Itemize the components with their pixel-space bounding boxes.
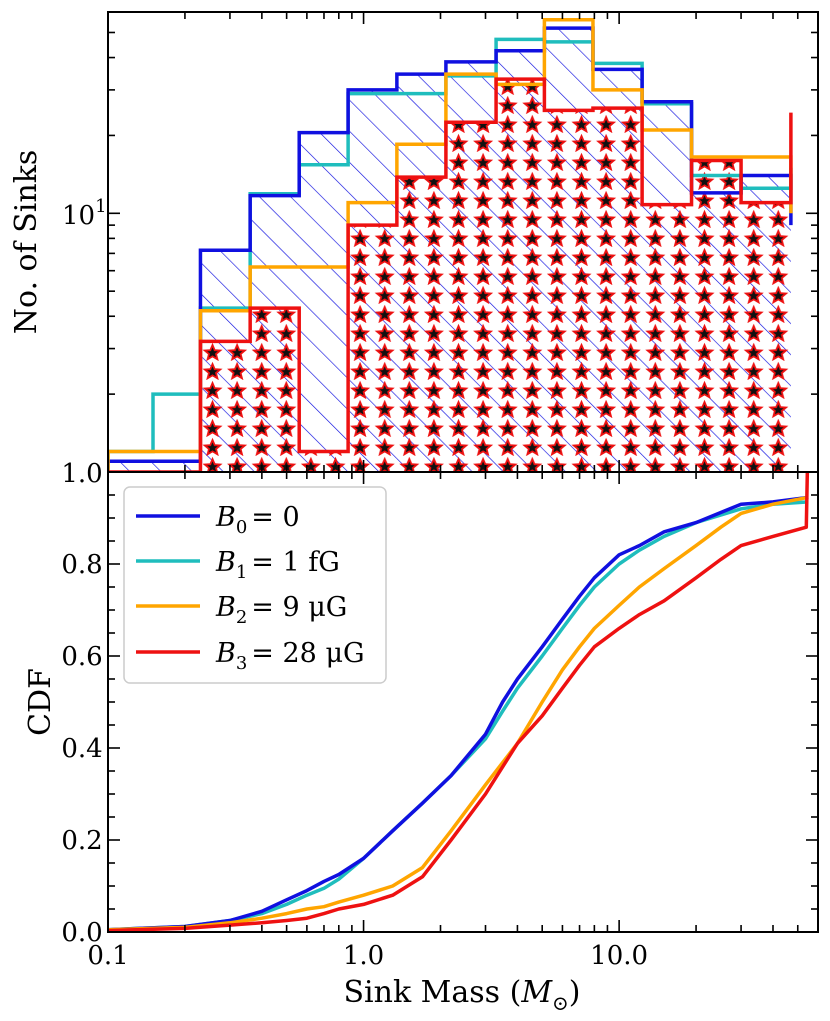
legend-item-b2: B2 = 9 μG [136, 592, 347, 628]
legend-item-b3: B3 = 28 μG [136, 638, 365, 674]
hist-fill-b3-bin-9 [544, 110, 593, 472]
cdf-panel: 0.0 0.2 0.4 0.6 0.8 0.1 1.0 10.0 CDF Sink Mass… [23, 471, 819, 1015]
hist-step-b3 [108, 77, 793, 472]
hist-step-b2 [108, 18, 793, 472]
legend-label-b0: B0 = 0 [215, 502, 300, 538]
hist-fill-b3-bin-12 [691, 160, 742, 472]
cdf-xtick-labels: 0.1 1.0 10.0 [87, 941, 648, 971]
xaxis-title: Sink Mass (M⊙) [343, 975, 580, 1015]
histogram-fills [108, 28, 791, 472]
cdf-line-b2 [108, 495, 809, 932]
cdf-ytick-label-4: 0.8 [61, 550, 102, 580]
cdf-ytick-label-2: 0.4 [61, 734, 102, 764]
cdf-line-b3 [108, 472, 810, 932]
cdf-ytick-label-0: 0.0 [61, 918, 102, 948]
cdf-xtick-label-0: 0.1 [87, 941, 128, 971]
hist-fill-b3-bin-7 [445, 122, 497, 472]
legend-label-b3: B3 = 28 μG [215, 638, 365, 674]
hist-fill-b3-bin-6 [396, 177, 446, 472]
histogram-ticks [107, 12, 819, 473]
legend-label-b2: B2 = 9 μG [215, 592, 347, 628]
hist-fill-b3-bin-8 [496, 79, 545, 472]
hist-fill-b0-bin-4 [299, 132, 349, 472]
cdf-ytick-labels: 0.0 0.2 0.4 0.6 0.8 [61, 550, 102, 948]
histogram-panel: 1.0 101 No. of Sinks [9, 11, 819, 489]
cdf-line-b0 [108, 495, 809, 932]
hist-fill-b0-bin-0 [108, 461, 154, 472]
hist-fill-b3-bin-13 [741, 202, 791, 472]
legend-box [123, 486, 387, 684]
legend-label-b1: B1 = 1 fG [215, 547, 340, 583]
cdf-xtick-label-1: 1.0 [343, 941, 384, 971]
cdf-line-b1 [108, 500, 809, 932]
hist-fill-b0-bin-1 [153, 461, 201, 472]
hist-fill-b3-bin-5 [348, 225, 397, 472]
histogram-ylabel: No. of Sinks [9, 150, 44, 335]
cdf-lines [108, 472, 810, 932]
hist-ytick-label-10: 101 [62, 196, 107, 231]
hist-ytick-label-1: 1.0 [61, 459, 102, 489]
legend-item-b0: B0 = 0 [136, 502, 300, 538]
hist-fill-b3-bin-11 [642, 204, 692, 472]
legend: B0 = 0 B1 = 1 fG B2 = 9 μG B3 = 28 μG [123, 486, 387, 684]
hist-fill-b3-bin-2 [200, 341, 251, 472]
legend-item-b1: B1 = 1 fG [136, 547, 340, 583]
hist-fill-b3-bin-10 [592, 108, 643, 472]
hist-fill-b3-bin-4 [299, 451, 349, 472]
hist-fill-b3-bin-3 [250, 308, 300, 472]
cdf-xtick-label-2: 10.0 [590, 941, 648, 971]
cdf-ytick-label-3: 0.6 [61, 642, 102, 672]
cdf-ylabel: CDF [23, 668, 58, 736]
cdf-frame [107, 471, 819, 933]
cdf-ytick-label-1: 0.2 [61, 826, 102, 856]
histogram-steps [108, 18, 793, 472]
